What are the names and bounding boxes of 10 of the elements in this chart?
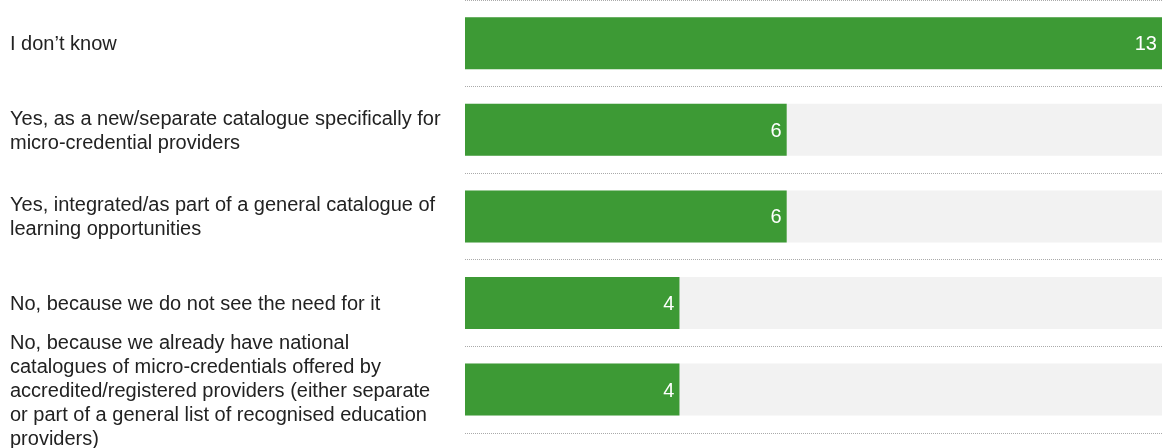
y-tick-label: I don’t know bbox=[10, 32, 118, 55]
y-tick-label: Yes, integrated/as part of a general catalogue of learning opportunities bbox=[10, 193, 441, 240]
data-label: 4 bbox=[663, 291, 675, 314]
y-tick-label: Yes, as a new/separate catalogue specifically for micro-credential providers bbox=[10, 106, 447, 153]
y-tick-label: No, because we already have national catalogues of micro-credentials offered by accredited/registered providers (either separate or part of a general list of recognised education providers) bbox=[10, 330, 436, 448]
data-label: 6 bbox=[770, 205, 782, 228]
y-tick-label: No, because we do not see the need for it bbox=[10, 291, 381, 314]
data-label: 4 bbox=[663, 378, 675, 401]
data-label: 13 bbox=[1134, 32, 1157, 55]
data-label: 6 bbox=[770, 118, 782, 141]
